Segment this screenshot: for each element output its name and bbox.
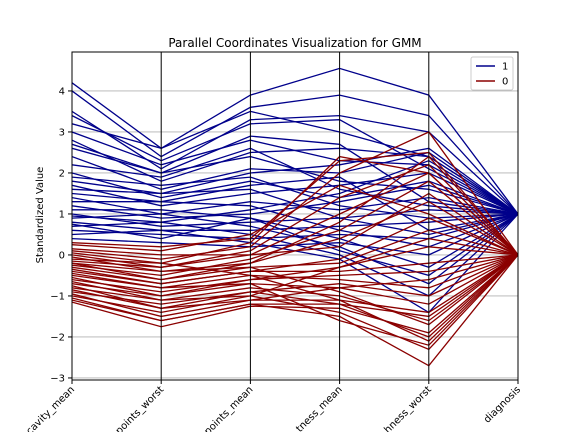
chart-title: Parallel Coordinates Visualization for G…	[168, 36, 421, 50]
series-0-line	[72, 192, 518, 256]
series-1-line	[72, 188, 518, 236]
series-0-line	[72, 254, 518, 334]
series-0-line	[72, 155, 518, 281]
series-0-line	[72, 254, 518, 326]
y-tick-label: 1	[59, 209, 65, 220]
y-tick-label: −2	[50, 332, 65, 343]
series-0-line	[72, 254, 518, 305]
series-0-line	[72, 254, 518, 297]
series-0-line	[72, 155, 518, 264]
legend-label-1: 1	[502, 62, 508, 73]
series-1-line	[72, 176, 518, 231]
series-1-line	[72, 139, 518, 215]
plot-area	[72, 67, 518, 379]
series-0-line	[72, 254, 518, 346]
x-tick-label: cavity_mean	[24, 384, 77, 432]
series-0-line	[72, 180, 518, 277]
series-0-line	[72, 254, 518, 338]
series-0-line	[72, 184, 518, 256]
y-tick-label: 3	[59, 127, 65, 138]
legend: 10	[470, 56, 514, 91]
y-tick-label: −3	[50, 373, 65, 384]
series-0-line	[72, 237, 518, 301]
series-0-line	[72, 254, 518, 318]
x-tick-label: points_mean	[202, 384, 255, 432]
series-0-line	[72, 254, 518, 322]
x-tick-label: diagnosis	[482, 384, 523, 425]
y-axis-label: Standardized Value	[35, 167, 46, 264]
legend-label-0: 0	[502, 77, 508, 88]
y-tick-label: 0	[59, 250, 65, 261]
series-1-line	[72, 67, 518, 215]
series-0-line	[72, 254, 518, 309]
series-0-line	[72, 164, 518, 268]
series-0-line	[72, 246, 518, 293]
x-tick-label: points_worst	[114, 384, 167, 432]
series-0-line	[72, 217, 518, 285]
series-0-line	[72, 254, 518, 322]
series-1-line	[72, 176, 518, 219]
y-tick-label: 2	[59, 168, 65, 179]
y-tick-label: −1	[50, 291, 65, 302]
series-1-line	[72, 184, 518, 219]
series-1-line	[72, 115, 518, 215]
series-0-line	[72, 252, 518, 342]
series-1-line	[72, 147, 518, 215]
x-tick-label: tness_mean	[294, 384, 344, 432]
series-1-line	[72, 90, 518, 215]
x-tick-label: hness_worst	[382, 384, 434, 432]
y-tick-label: 4	[59, 86, 65, 97]
series-1-line	[72, 196, 518, 215]
plot-frame	[71, 51, 519, 381]
